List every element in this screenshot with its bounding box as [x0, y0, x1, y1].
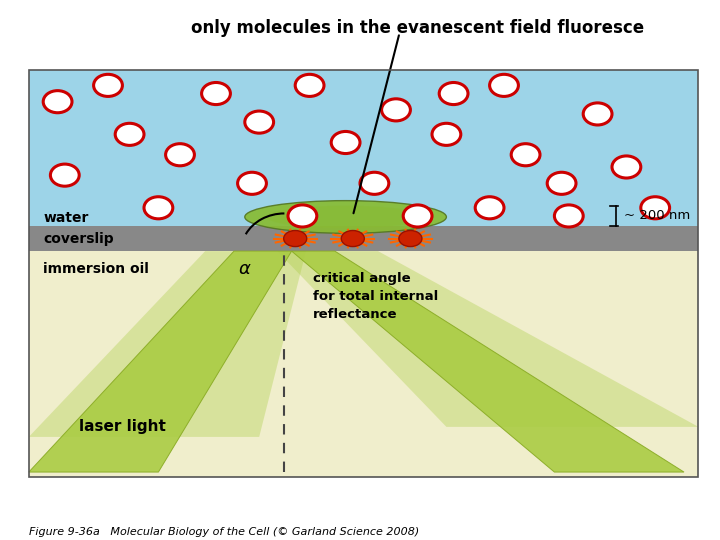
Polygon shape [292, 251, 684, 472]
Ellipse shape [439, 83, 468, 105]
Text: ~ 200 nm: ~ 200 nm [624, 210, 690, 222]
Ellipse shape [295, 75, 324, 97]
Ellipse shape [43, 91, 72, 113]
Ellipse shape [511, 144, 540, 166]
Ellipse shape [554, 205, 583, 227]
Text: α: α [239, 260, 251, 278]
Text: laser light: laser light [79, 420, 166, 434]
Polygon shape [277, 251, 698, 427]
Bar [29, 251, 698, 477]
Ellipse shape [583, 103, 612, 125]
Ellipse shape [331, 131, 360, 153]
Ellipse shape [490, 75, 518, 97]
Ellipse shape [266, 206, 425, 228]
Ellipse shape [475, 197, 504, 219]
Circle shape [399, 231, 422, 247]
Ellipse shape [432, 123, 461, 145]
Ellipse shape [612, 156, 641, 178]
Ellipse shape [547, 172, 576, 194]
Ellipse shape [288, 205, 317, 227]
Ellipse shape [382, 99, 410, 121]
Polygon shape [29, 251, 306, 437]
Circle shape [341, 231, 364, 247]
Ellipse shape [166, 144, 194, 166]
Bar [29, 70, 698, 477]
Ellipse shape [94, 75, 122, 97]
Text: coverslip: coverslip [43, 232, 114, 246]
Ellipse shape [144, 197, 173, 219]
Text: only molecules in the evanescent field fluoresce: only molecules in the evanescent field f… [191, 18, 644, 37]
Ellipse shape [360, 172, 389, 194]
Text: immersion oil: immersion oil [43, 262, 149, 276]
Bar [29, 70, 698, 226]
Bar [29, 226, 698, 251]
Text: critical angle
for total internal
reflectance: critical angle for total internal reflec… [313, 272, 438, 321]
Ellipse shape [641, 197, 670, 219]
Polygon shape [29, 251, 292, 472]
Ellipse shape [202, 83, 230, 105]
Ellipse shape [245, 201, 446, 233]
Ellipse shape [245, 111, 274, 133]
Circle shape [284, 231, 307, 247]
Ellipse shape [238, 172, 266, 194]
Ellipse shape [50, 164, 79, 186]
Text: Figure 9-36a   Molecular Biology of the Cell (© Garland Science 2008): Figure 9-36a Molecular Biology of the Ce… [29, 527, 419, 537]
Ellipse shape [403, 205, 432, 227]
Ellipse shape [115, 123, 144, 145]
Text: water: water [43, 212, 89, 226]
